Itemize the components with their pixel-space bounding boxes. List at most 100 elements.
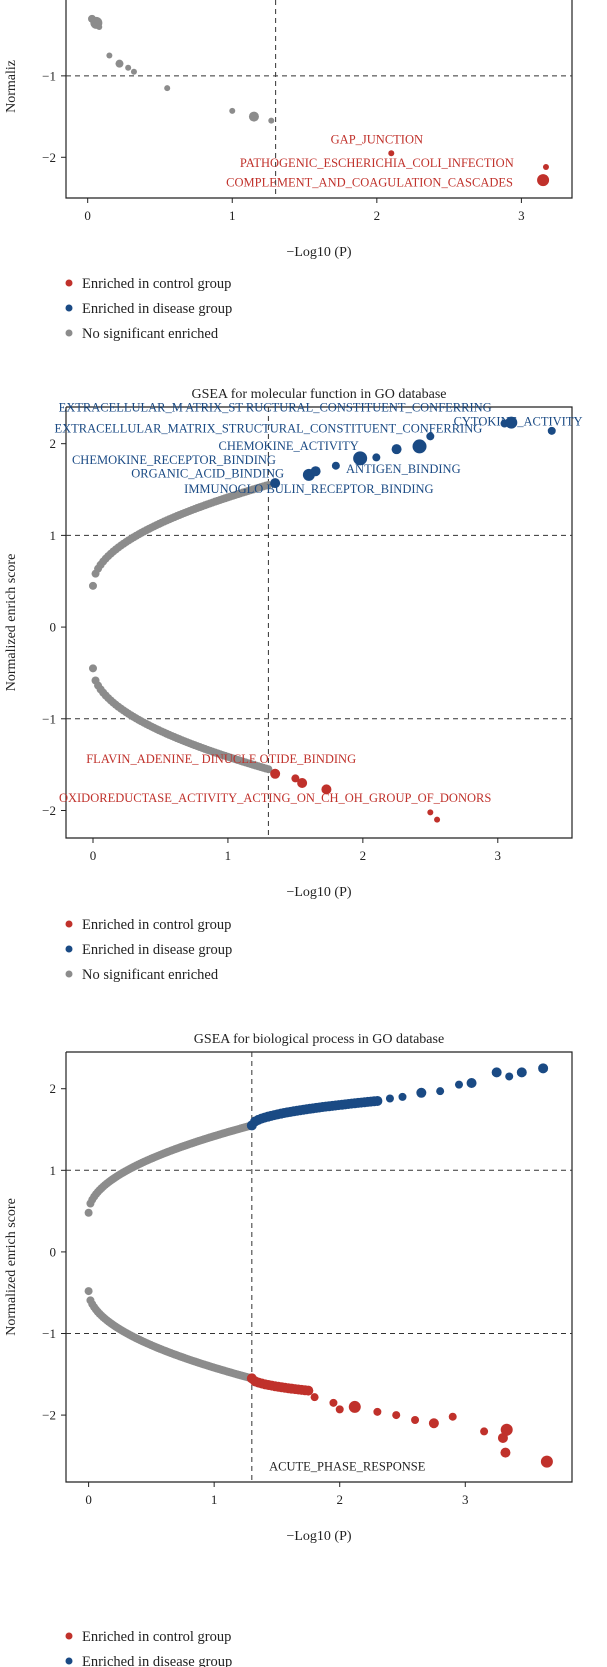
scatter-point-control bbox=[480, 1427, 489, 1436]
legend-marker-disease bbox=[65, 1657, 73, 1665]
scatter-point-control bbox=[388, 150, 395, 157]
y-tick-label: −1 bbox=[42, 1326, 56, 1341]
scatter-point-ns bbox=[115, 59, 124, 68]
scatter-point-control bbox=[373, 1407, 382, 1416]
x-tick-label: 3 bbox=[495, 848, 502, 863]
y-tick-label: −1 bbox=[42, 68, 56, 83]
gene-set-annotation: FLAVIN_ADENINE_ DINUCLE OTIDE_BINDING bbox=[86, 752, 356, 766]
scatter-point-control bbox=[500, 1423, 513, 1436]
scatter-point-disease bbox=[372, 453, 381, 462]
x-tick-label: 0 bbox=[85, 1492, 92, 1507]
legend-marker-ns bbox=[65, 970, 73, 978]
scatter-point-disease bbox=[505, 1072, 514, 1081]
scatter-point-control bbox=[270, 768, 281, 779]
scatter-point-disease bbox=[398, 1092, 407, 1101]
x-tick-label: 3 bbox=[518, 208, 525, 223]
y-tick-label: 1 bbox=[50, 528, 57, 543]
legend-panel-1: Enriched in control group Enriched in dis… bbox=[65, 276, 232, 342]
scatter-point-disease bbox=[436, 1087, 445, 1096]
scatter-point-disease bbox=[466, 1078, 477, 1089]
scatter-point-ns bbox=[84, 1287, 93, 1296]
scatter-point-ns bbox=[96, 24, 103, 30]
legend-marker-control bbox=[65, 1632, 73, 1640]
legend-label: Enriched in disease group bbox=[82, 301, 232, 317]
scatter-point-disease bbox=[353, 451, 368, 466]
scatter-point-disease bbox=[491, 1067, 502, 1078]
scatter-point-control bbox=[540, 1455, 553, 1468]
legend-label: No significant enriched bbox=[82, 326, 219, 342]
x-tick-label: 1 bbox=[229, 208, 236, 223]
y-tick-label: −2 bbox=[42, 150, 56, 165]
scatter-point-control bbox=[329, 1398, 338, 1407]
scatter-point-control bbox=[537, 174, 550, 187]
gene-set-annotation: EXTRACELLULAR_M ATRIX_ST RUCTURAL_CONSTI… bbox=[59, 401, 492, 415]
scatter-point-control bbox=[448, 1412, 457, 1421]
scatter-point-control bbox=[310, 1393, 319, 1402]
y-tick-label: −2 bbox=[42, 1408, 56, 1423]
scatter-point-disease bbox=[310, 466, 321, 477]
scatter-point-control bbox=[348, 1400, 361, 1413]
scatter-point-control bbox=[291, 774, 300, 783]
scatter-point-control bbox=[303, 1385, 314, 1396]
scatter-point-ns bbox=[88, 581, 97, 590]
scatter-point-ns bbox=[268, 117, 275, 124]
legend-marker-control bbox=[65, 279, 73, 287]
scatter-point-disease bbox=[516, 1067, 527, 1078]
legend-panel-2: Enriched in control group Enriched in dis… bbox=[65, 917, 232, 983]
scatter-point-control bbox=[500, 1447, 511, 1458]
scatter-point-control bbox=[335, 1405, 344, 1414]
gene-set-annotation: ANTIGEN_BINDING bbox=[346, 462, 461, 476]
x-tick-label: 1 bbox=[211, 1492, 218, 1507]
scatter-point-control bbox=[392, 1411, 401, 1420]
scatter-point-control bbox=[434, 816, 441, 823]
x-tick-label: 0 bbox=[84, 208, 91, 223]
plot-frame bbox=[65, 0, 573, 199]
scatter-point-disease bbox=[412, 439, 427, 454]
legend-marker-disease bbox=[65, 304, 73, 312]
scatter-point-ns bbox=[125, 64, 132, 71]
go-biological-process-panel: GSEA for biological process in GO databa… bbox=[4, 1032, 573, 1544]
scatter-point-ns bbox=[264, 765, 273, 774]
scatter-point-disease bbox=[454, 1080, 463, 1089]
legend-marker-disease bbox=[65, 945, 73, 953]
x-axis-label: −Log10 (P) bbox=[286, 885, 351, 900]
y-tick-label: 1 bbox=[50, 1163, 57, 1178]
gene-set-annotation: OXIDOREDUCTASE_ACTIVITY_ACTING_ON_CH_OH_… bbox=[59, 791, 491, 805]
chart-title: GSEA for biological process in GO databa… bbox=[194, 1032, 444, 1047]
legend-label: Enriched in disease group bbox=[82, 942, 232, 958]
scatter-point-ns bbox=[88, 664, 97, 673]
x-tick-label: 2 bbox=[374, 208, 381, 223]
scatter-point-ns bbox=[84, 1208, 93, 1217]
go-molecular-function-panel: GSEA for molecular function in GO databa… bbox=[4, 387, 582, 900]
gene-set-annotation: EXTRACELLULAR_MATRIX_STRUCTURAL_CONSTITU… bbox=[55, 422, 483, 436]
scatter-point-disease bbox=[372, 1095, 383, 1106]
scatter-point-disease bbox=[385, 1094, 394, 1103]
x-tick-label: 3 bbox=[462, 1492, 469, 1507]
y-tick-label: 2 bbox=[50, 1081, 57, 1096]
scatter-point-control bbox=[297, 777, 308, 788]
gene-set-annotation: ORGANIC_ACID_BINDING bbox=[131, 467, 284, 481]
gene-set-annotation: CYTOKINE_ACTIVITY bbox=[454, 414, 583, 428]
plot-frame bbox=[65, 406, 573, 839]
gene-set-annotation: CHEMOKINE_ACTIVITY bbox=[219, 439, 359, 453]
scatter-point-ns bbox=[164, 85, 171, 92]
scatter-point-control bbox=[542, 164, 549, 171]
scatter-point-disease bbox=[416, 1087, 427, 1098]
y-axis-label: Normalized enrich score bbox=[4, 1198, 19, 1336]
legend-marker-control bbox=[65, 920, 73, 928]
scatter-point-control bbox=[428, 1418, 439, 1429]
scatter-point-ns bbox=[248, 111, 259, 122]
kegg-gsea-panel: 0 1 2 3 −1 −2 −Log10 (P) Normaliz GAP_JUNCTION PA… bbox=[4, 0, 573, 260]
legend-label: Enriched in control group bbox=[82, 1629, 231, 1645]
legend-panel-3: Enriched in control group Enriched in dis… bbox=[65, 1629, 232, 1667]
legend-label: Enriched in control group bbox=[82, 276, 231, 292]
x-axis-label: −Log10 (P) bbox=[286, 245, 351, 260]
x-tick-label: 0 bbox=[90, 848, 97, 863]
gene-set-annotation: IMMUNOGLO BULIN_RECEPTOR_BINDING bbox=[184, 482, 433, 496]
gene-set-annotation: GAP_JUNCTION bbox=[331, 132, 423, 146]
legend-marker-ns bbox=[65, 329, 73, 337]
x-tick-label: 2 bbox=[336, 1492, 343, 1507]
y-tick-label: −1 bbox=[42, 711, 56, 726]
gene-set-annotation: CHEMOKINE_RECEPTOR_BINDING bbox=[72, 453, 276, 467]
